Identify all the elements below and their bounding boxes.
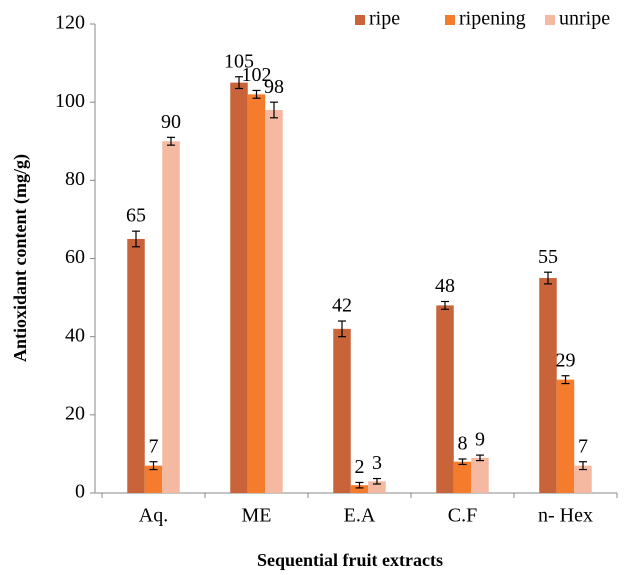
value-label: 29	[556, 349, 576, 371]
bar	[539, 278, 557, 493]
bar	[247, 94, 266, 493]
x-tick-label: ME	[242, 505, 272, 527]
y-tick-label: 40	[65, 324, 85, 346]
bar	[556, 379, 575, 493]
bar	[350, 485, 369, 493]
x-tick-label: C.F	[448, 505, 477, 527]
bar	[436, 305, 454, 493]
y-tick-label: 120	[55, 12, 85, 34]
legend-swatch	[445, 15, 455, 25]
value-label: 98	[264, 76, 284, 98]
value-label: 2	[355, 456, 365, 478]
bar	[265, 109, 283, 493]
bar	[368, 481, 386, 493]
x-tick-label: E.A	[344, 505, 376, 527]
bar	[471, 457, 489, 493]
value-label: 7	[578, 435, 588, 457]
value-label: 7	[149, 435, 159, 457]
value-label: 65	[126, 205, 146, 227]
value-label: 90	[161, 111, 181, 133]
x-tick-label: Aq.	[139, 505, 168, 527]
bar	[127, 238, 145, 493]
value-label: 48	[435, 275, 455, 297]
y-tick-label: 20	[65, 402, 85, 424]
x-tick-label: n- Hex	[538, 505, 593, 527]
bar	[333, 328, 351, 493]
value-label: 42	[332, 295, 352, 317]
y-tick-label: 60	[65, 246, 85, 268]
bar	[574, 465, 592, 493]
legend-swatch	[545, 15, 555, 25]
y-axis-label: Antioxidant content (mg/g)	[10, 154, 31, 362]
y-tick-label: 80	[65, 168, 85, 190]
x-axis-label: Sequential fruit extracts	[257, 550, 443, 570]
legend-label: ripening	[459, 8, 526, 30]
y-tick-label: 100	[55, 90, 85, 112]
legend-label: ripe	[369, 8, 400, 30]
bar	[162, 141, 180, 493]
legend-label: unripe	[559, 8, 610, 30]
legend-swatch	[355, 15, 365, 25]
value-label: 102	[242, 64, 272, 86]
bar	[144, 465, 163, 493]
value-label: 55	[538, 246, 558, 268]
bar	[230, 82, 248, 493]
bar	[453, 461, 472, 493]
value-label: 9	[475, 429, 485, 451]
value-label: 3	[372, 452, 382, 474]
value-label: 105	[224, 50, 254, 72]
value-label: 8	[458, 433, 468, 455]
y-tick-label: 0	[75, 481, 85, 503]
